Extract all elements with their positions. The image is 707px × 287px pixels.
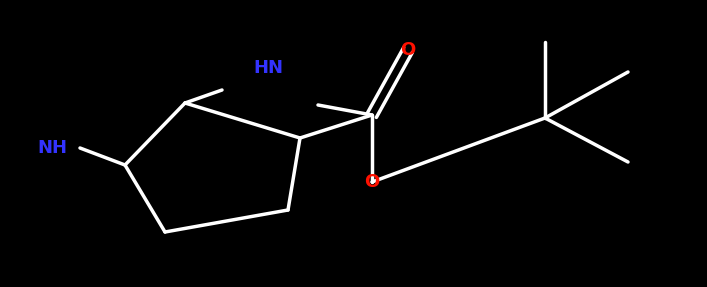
Text: O: O xyxy=(364,173,380,191)
Text: O: O xyxy=(400,41,416,59)
Text: HN: HN xyxy=(253,59,283,77)
Text: NH: NH xyxy=(37,139,67,157)
